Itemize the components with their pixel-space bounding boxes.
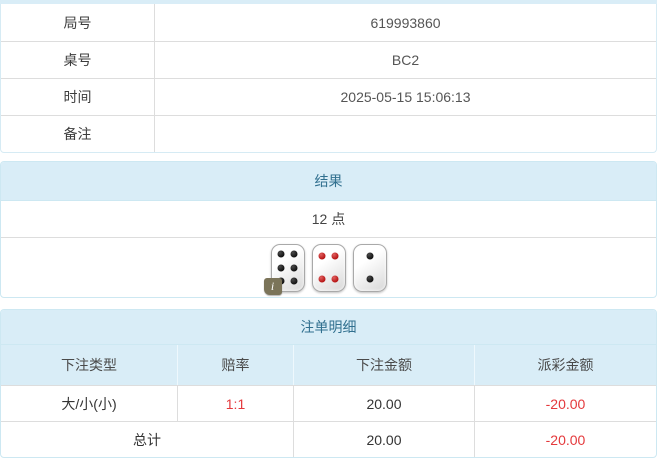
time-label: 时间: [1, 79, 155, 115]
die-3-value-2: [352, 243, 387, 292]
result-heading: 结果: [1, 162, 656, 201]
total-payout: -20.00: [474, 422, 656, 457]
round-number-label: 局号: [1, 4, 155, 41]
total-label: 总计: [133, 431, 161, 448]
table-number-value: BC2: [391, 52, 420, 68]
table-row: 备注: [1, 115, 656, 152]
bet-odds-value: 1:1: [177, 386, 293, 421]
die-pip: [290, 250, 298, 258]
column-header-payout: 派彩金额: [474, 345, 656, 385]
remarks-label: 备注: [1, 116, 155, 152]
total-row: 总计 20.00 -20.00: [1, 421, 656, 457]
die-pip: [290, 264, 298, 271]
cutoff-heading-strip: [0, 0, 657, 4]
bet-table-header: 下注类型 赔率 下注金额 派彩金额: [1, 345, 656, 385]
column-header-bet-type: 下注类型: [61, 357, 117, 373]
table-row: 时间 2025-05-15 15:06:13: [1, 78, 656, 115]
bet-payout-value: -20.00: [474, 386, 656, 421]
die-pip: [290, 277, 298, 285]
round-number-value: 619993860: [370, 14, 441, 31]
die-pip: [318, 275, 326, 283]
result-panel: 结果 12 点 i: [0, 161, 657, 298]
bet-details-panel: 注单明细 下注类型 赔率 下注金额 派彩金额 大/小(小) 1:1 20.00 …: [0, 309, 657, 458]
result-points: 12 点: [1, 201, 656, 238]
die-pip: [277, 264, 285, 271]
die-2-value-4: [311, 243, 346, 292]
die-pip: [331, 252, 339, 260]
table-number-label: 桌号: [1, 42, 155, 78]
bet-type-value: 大/小(小): [61, 395, 117, 412]
die-pip: [366, 252, 373, 260]
info-icon[interactable]: i: [263, 277, 282, 295]
die-pip: [277, 250, 285, 258]
dice-row: i: [1, 238, 656, 297]
table-row: 局号 619993860: [1, 4, 656, 41]
table-row: 大/小(小) 1:1 20.00 -20.00: [1, 385, 656, 421]
column-header-bet-amount: 下注金额: [293, 345, 474, 385]
die-pip: [366, 275, 373, 283]
remarks-value: [155, 116, 656, 152]
bet-amount-value: 20.00: [293, 386, 474, 421]
die-pip: [331, 275, 339, 283]
die-1-value-6: i: [263, 243, 305, 295]
game-info-table: 局号 619993860 桌号 BC2 时间 2025-05-15 15:06:…: [0, 4, 657, 153]
table-row: 桌号 BC2: [1, 41, 656, 78]
total-amount: 20.00: [293, 422, 474, 457]
die-pip: [318, 252, 326, 260]
bet-details-heading: 注单明细: [1, 310, 656, 345]
time-value: 2025-05-15 15:06:13: [340, 89, 471, 105]
column-header-odds: 赔率: [177, 345, 293, 385]
